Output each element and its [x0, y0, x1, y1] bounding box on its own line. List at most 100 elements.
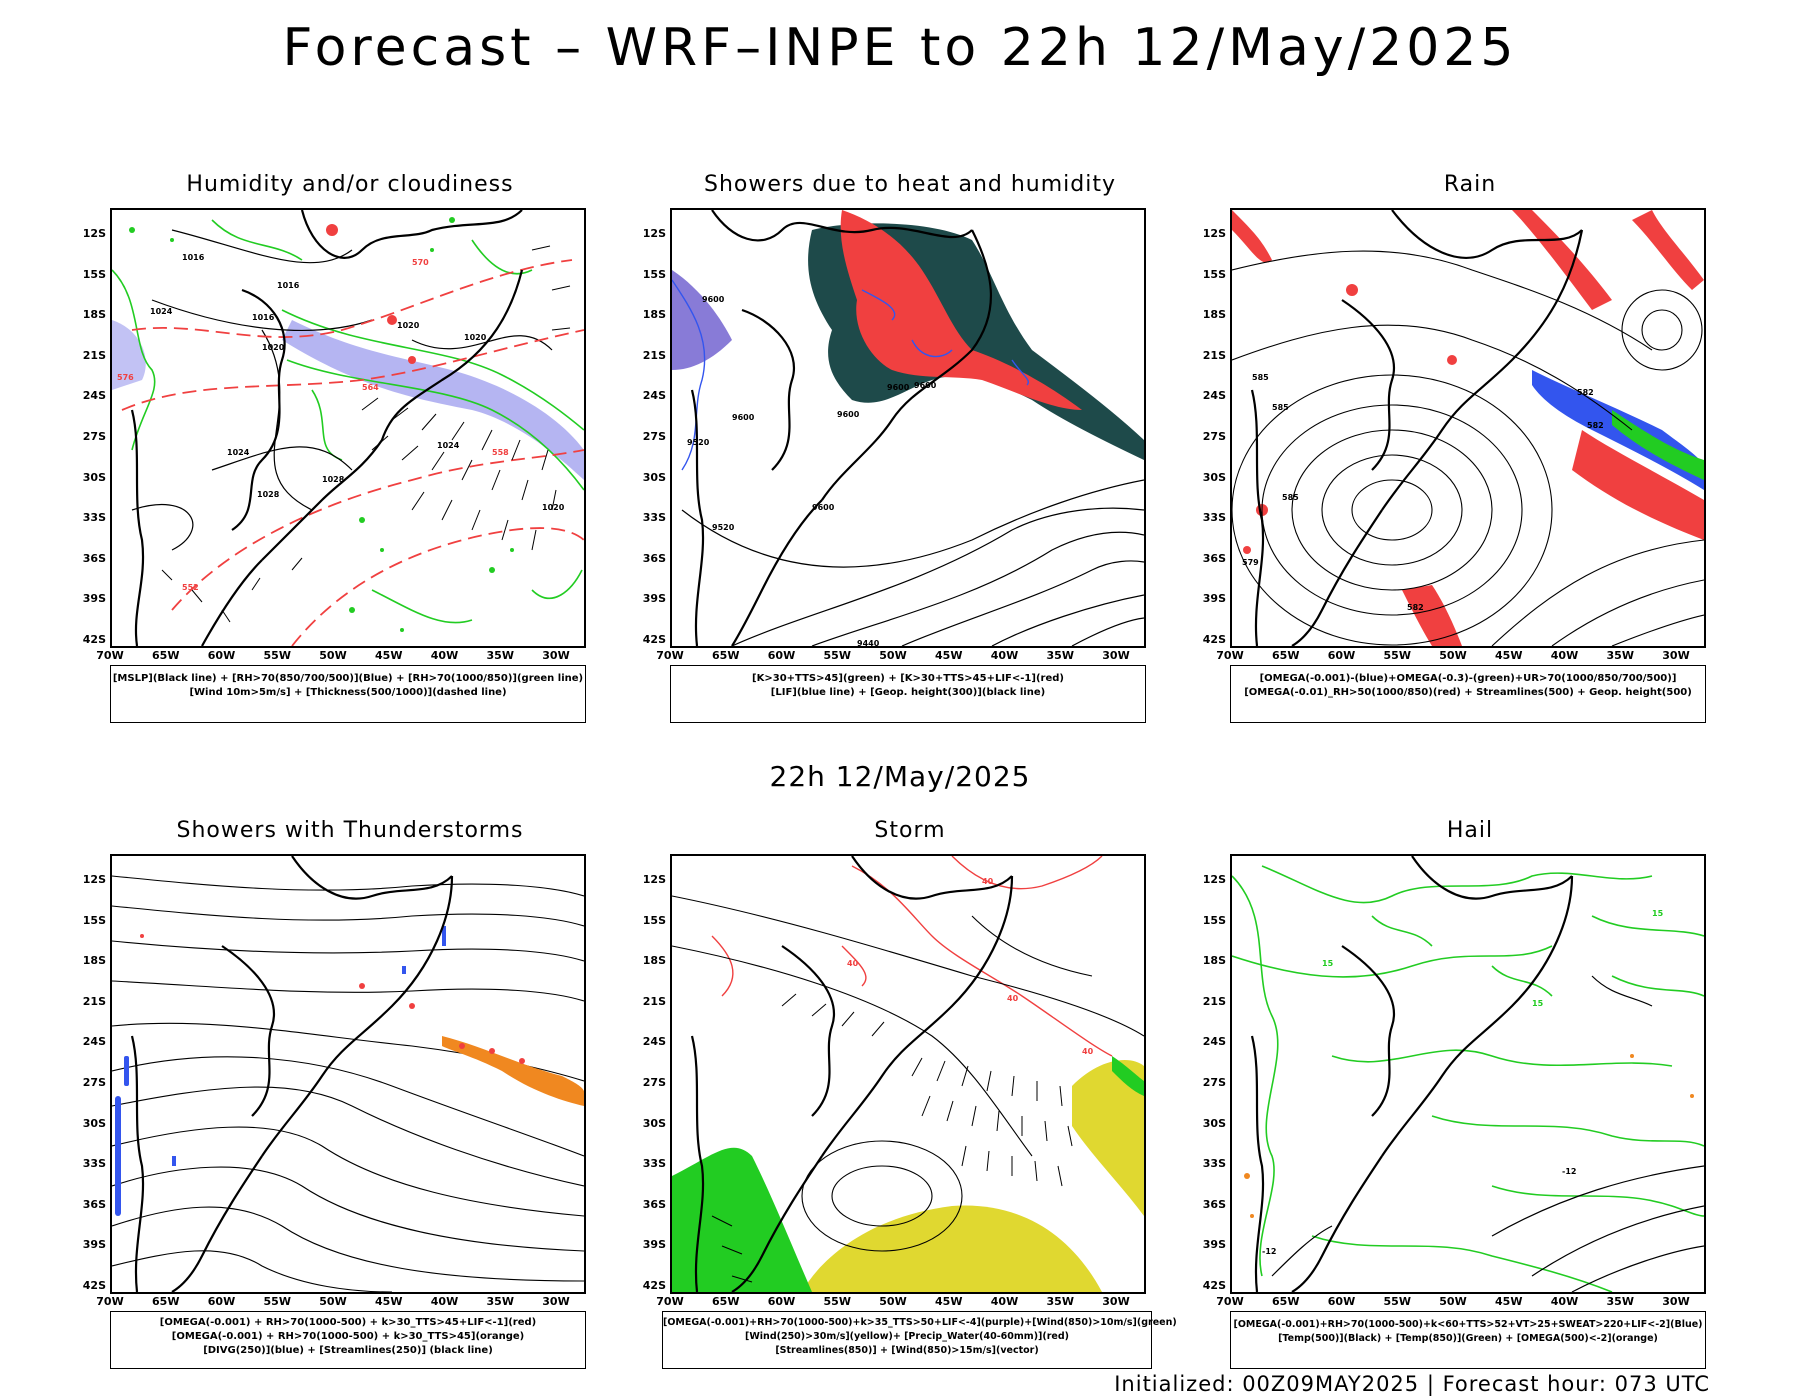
lon-label: 40W	[430, 649, 459, 662]
map-storm[interactable]: 40 40 40 40	[670, 854, 1146, 1294]
contour-label: 15	[1322, 959, 1334, 968]
lat-label: 21S	[1202, 348, 1226, 362]
legend-storm: [OMEGA(-0.001)+RH>70(1000-500)+k>35_TTS>…	[662, 1311, 1177, 1369]
lon-label: 40W	[430, 1295, 459, 1308]
lat-label: 15S	[642, 267, 666, 281]
contour-label: 40	[847, 959, 859, 968]
wind850-green	[672, 1147, 812, 1292]
coastlines	[130, 210, 524, 646]
lon-label: 65W	[712, 1295, 740, 1308]
temp850-contours	[1232, 865, 1704, 1292]
lon-label: 65W	[712, 649, 740, 662]
lat-label: 36S	[1202, 551, 1226, 565]
lat-label: 24S	[642, 389, 666, 403]
lat-label: 15S	[82, 913, 106, 927]
lat-label: 30S	[82, 470, 106, 484]
main-title: Forecast – WRF–INPE to 22h 12/May/2025	[282, 18, 1518, 78]
lon-label: 35W	[486, 649, 514, 662]
contour-label: 585	[1272, 403, 1289, 412]
geop300-contours	[681, 479, 1144, 646]
lon-label: 70W	[656, 1295, 684, 1308]
lat-label: 18S	[82, 954, 106, 968]
omega-orange	[1244, 1054, 1694, 1218]
lat-label: 21S	[82, 994, 106, 1008]
temp500-contours	[1271, 975, 1704, 1292]
precip-water	[711, 856, 1113, 1057]
lon-label: 45W	[375, 649, 403, 662]
lon-label: 65W	[1272, 1295, 1300, 1308]
lon-label: 55W	[1383, 1295, 1411, 1308]
map-humidity[interactable]: 1016 1016 1016 1020 1020 1020 1024 1024 …	[110, 208, 586, 648]
lon-label: 50W	[879, 1295, 907, 1308]
lon-label: 35W	[1606, 1295, 1634, 1308]
pw-labels: 40 40 40 40	[847, 877, 1094, 1056]
lon-label: 35W	[486, 1295, 514, 1308]
lon-label: 70W	[96, 649, 124, 662]
lat-label: 18S	[1202, 954, 1226, 968]
contour-label: 9600	[812, 503, 835, 512]
contour-label: 1020	[262, 343, 285, 352]
lat-label: 39S	[642, 592, 666, 606]
map-thunderstorms[interactable]	[110, 854, 586, 1294]
lon-label: 70W	[96, 1295, 124, 1308]
legend-hail: [OMEGA(-0.001)+RH>70(1000-500)+k<60+TTS>…	[1230, 1311, 1706, 1369]
contour-label: 570	[412, 258, 429, 267]
lon-label: 70W	[1216, 1295, 1244, 1308]
wind-vectors	[161, 245, 571, 623]
thickness-contours	[121, 259, 584, 646]
contour-label: 1016	[252, 313, 275, 322]
lat-label: 30S	[642, 470, 666, 484]
lat-label: 36S	[82, 1197, 106, 1211]
lat-label: 27S	[82, 1076, 106, 1089]
legend-line: [OMEGA(-0.01)_RH>50(1000/850)(red) + Str…	[1244, 687, 1692, 698]
lat-label: 27S	[82, 430, 106, 443]
lon-label: 40W	[990, 649, 1019, 662]
lon-label: 60W	[207, 649, 236, 662]
legend-line: [OMEGA(-0.001)-(blue)+OMEGA(-0.3)-(green…	[1259, 673, 1677, 684]
lat-label: 39S	[1202, 592, 1226, 606]
contour-label: 9520	[687, 438, 710, 447]
map-showers-heat[interactable]: 9600 9600 9600 9600 9600 9600 9520 9520 …	[670, 208, 1146, 648]
init-footer: Initialized: 00Z09MAY2025 | Forecast hou…	[1114, 1372, 1710, 1396]
legend-line: [Temp(500)](Black) + [Temp(850)](Green) …	[1278, 1333, 1658, 1344]
contour-label: 9600	[702, 295, 725, 304]
coastlines	[1250, 210, 1584, 646]
lon-label: 30W	[542, 1295, 570, 1308]
lat-label: 42S	[82, 633, 106, 646]
lat-label: 15S	[1202, 267, 1226, 281]
lat-label: 12S	[642, 227, 666, 240]
lon-label: 65W	[1272, 649, 1300, 662]
legend-line: [MSLP](Black line) + [RH>70(850/700/500)…	[112, 673, 584, 684]
contour-label: 1020	[542, 503, 565, 512]
contour-label: 579	[1242, 558, 1259, 567]
omega-blue	[1532, 370, 1704, 490]
lon-label: 55W	[1383, 649, 1411, 662]
lon-label: 50W	[1439, 649, 1467, 662]
map-rain[interactable]: 585 585 582 582 579 582 585	[1230, 208, 1706, 648]
panel-title-showers-heat: Showers due to heat and humidity	[703, 172, 1117, 197]
panel-title-hail: Hail	[1446, 818, 1494, 843]
legend-humidity: [MSLP](Black line) + [RH>70(850/700/500)…	[110, 665, 586, 723]
contour-label: 564	[362, 383, 379, 392]
lat-label: 36S	[642, 551, 666, 565]
wind250-yellow-south	[802, 1205, 1102, 1292]
wind-vectors	[711, 993, 1073, 1283]
contour-label: 558	[492, 448, 509, 457]
contour-label: 9440	[857, 639, 880, 646]
lon-label: 55W	[823, 1295, 851, 1308]
panel-title-storm: Storm	[874, 818, 946, 843]
map-hail[interactable]: -12 -12 15 15 15	[1230, 854, 1706, 1294]
lat-label: 42S	[82, 1279, 106, 1292]
lat-label: 21S	[82, 348, 106, 362]
lat-label: 33S	[82, 511, 106, 525]
lon-label: 30W	[1102, 1295, 1130, 1308]
contour-label: 1024	[437, 441, 460, 450]
lat-label: 24S	[82, 389, 106, 403]
lon-label: 35W	[1046, 1295, 1074, 1308]
lat-label: 21S	[1202, 994, 1226, 1008]
lon-label: 50W	[319, 1295, 347, 1308]
lon-label: 30W	[542, 649, 570, 662]
lat-label: 18S	[1202, 308, 1226, 322]
contour-label: 1028	[257, 490, 280, 499]
lat-label: 36S	[1202, 1197, 1226, 1211]
